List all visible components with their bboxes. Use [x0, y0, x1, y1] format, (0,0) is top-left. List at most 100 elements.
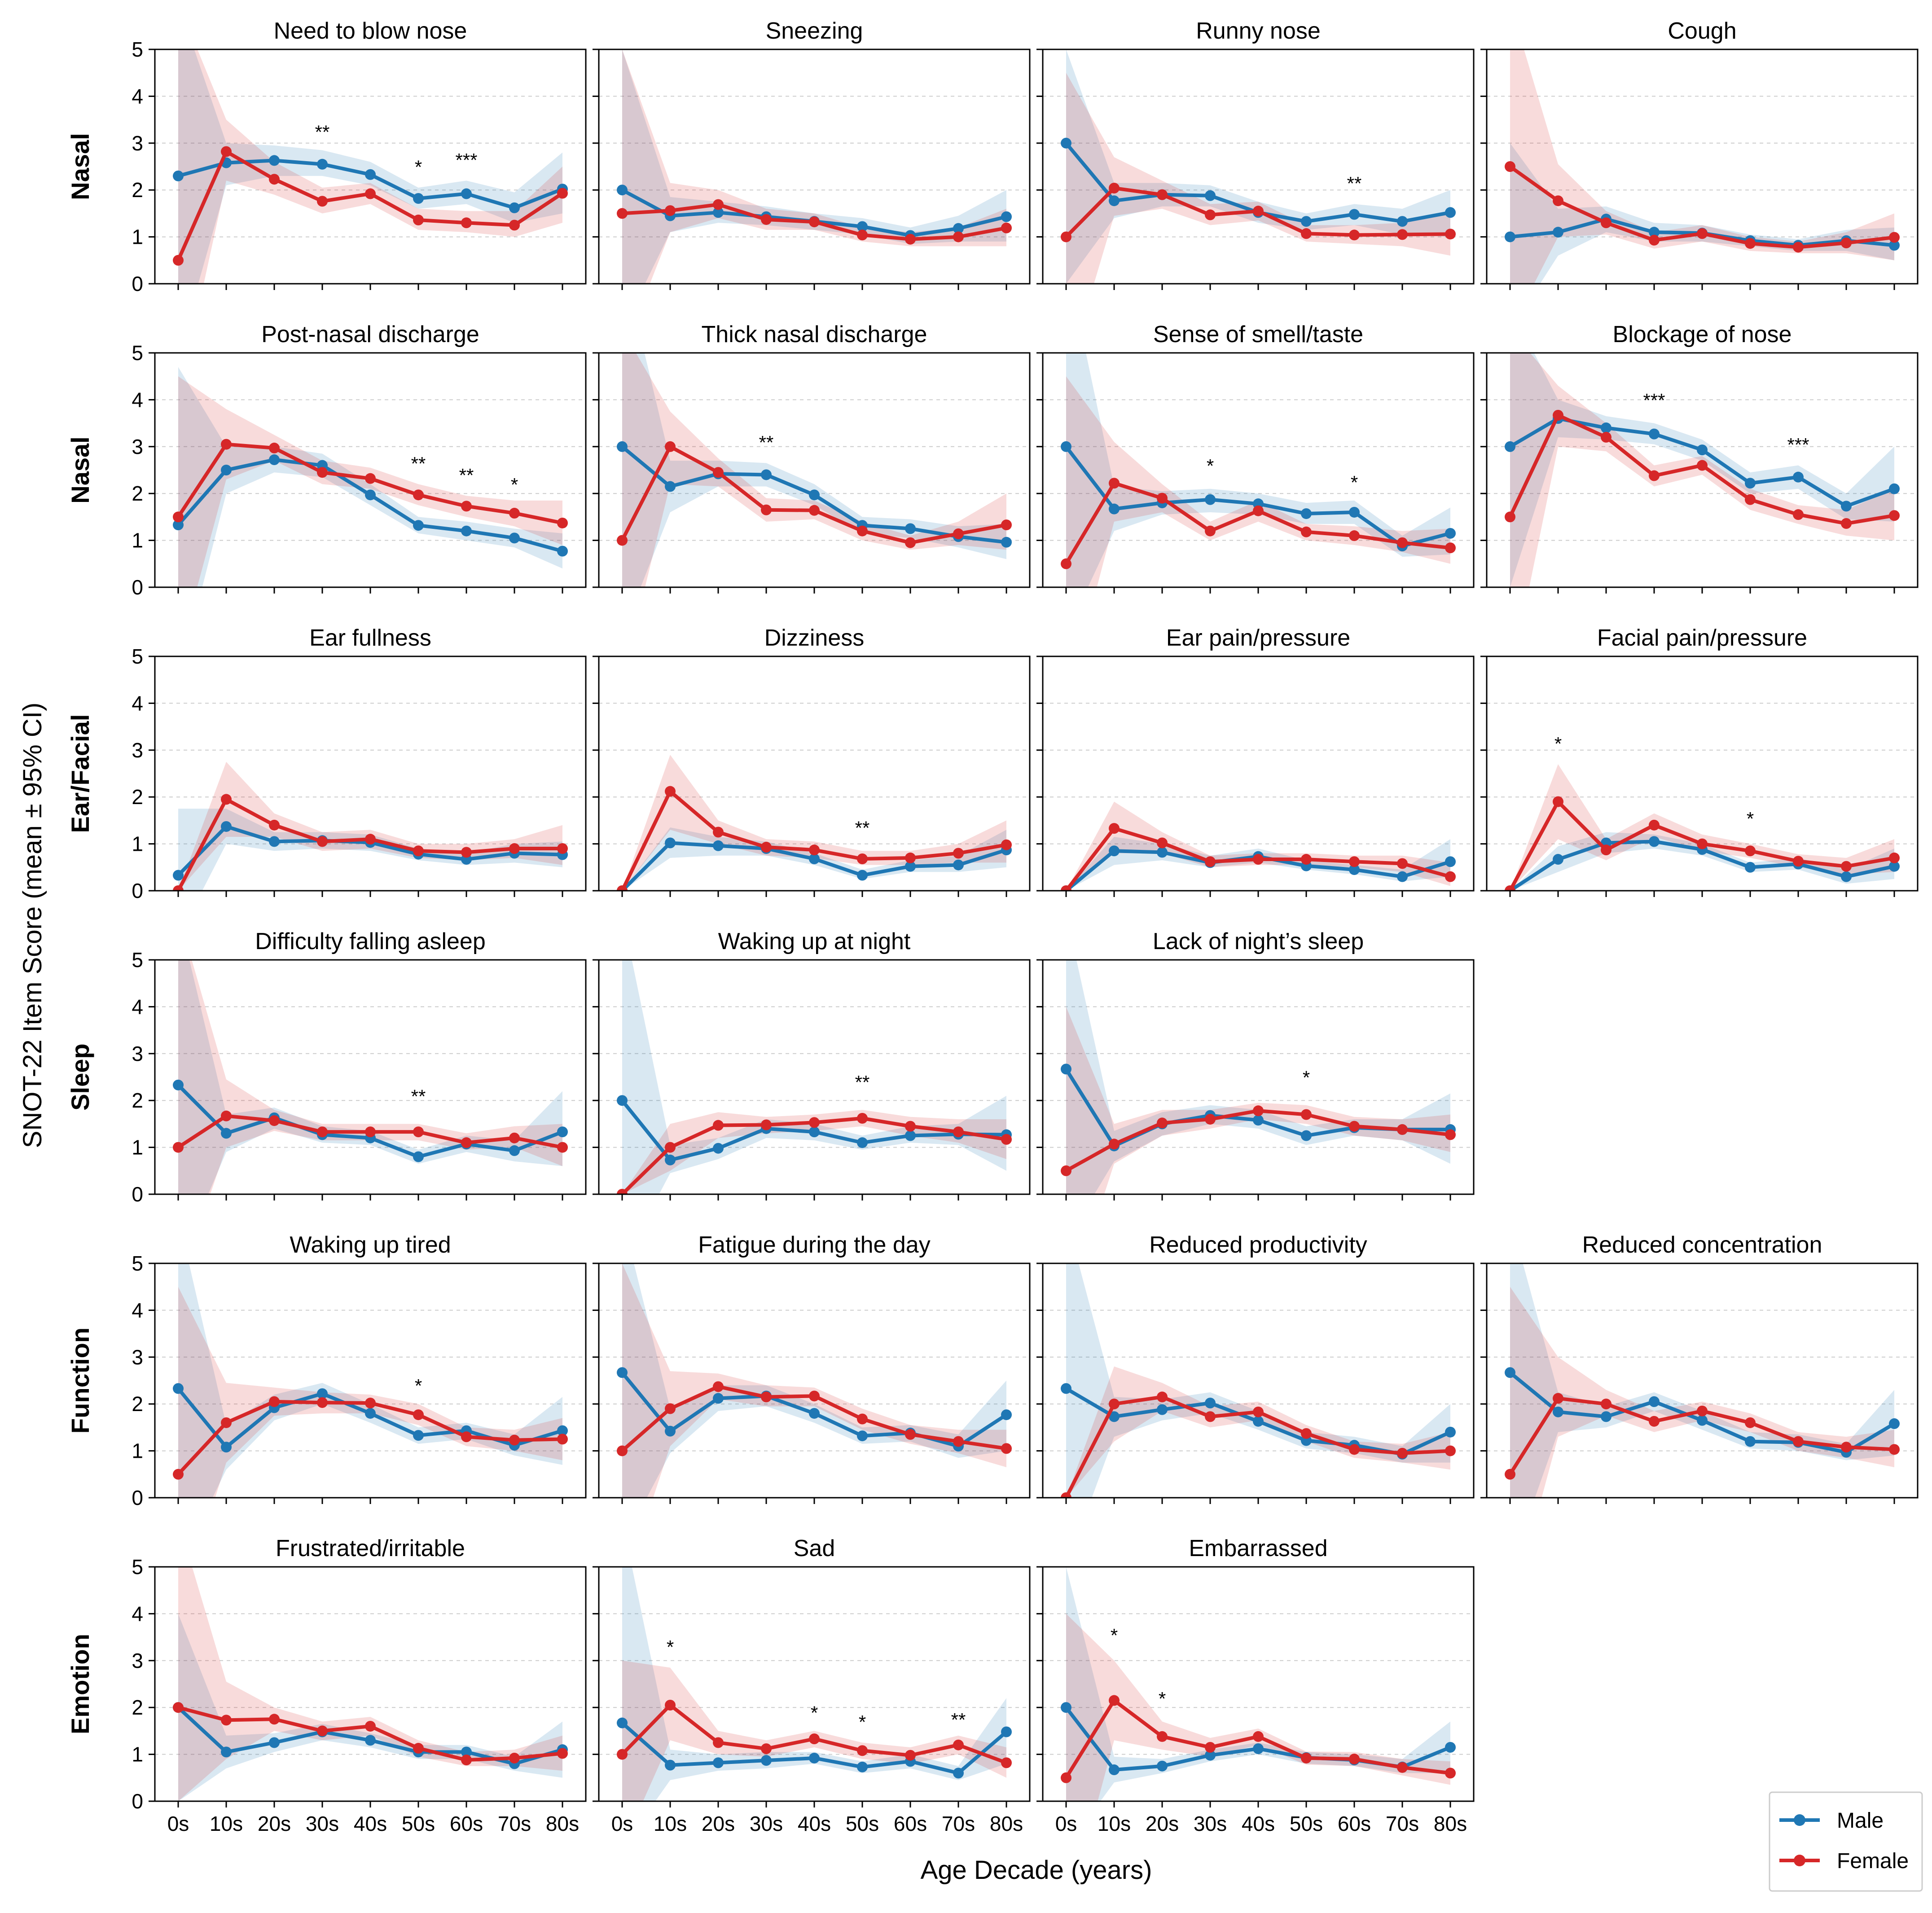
y-tick-label: 2 [132, 1392, 143, 1416]
female-line-point [509, 1132, 520, 1143]
female-line-point [1505, 885, 1515, 891]
male-ci-band [178, 960, 562, 1194]
x-tick-label: 60s [1338, 1812, 1371, 1835]
female-line-point [269, 442, 280, 453]
female-line-point [1001, 839, 1012, 850]
female-line-point [317, 467, 328, 478]
male-line-point [1397, 216, 1408, 227]
male-line-point [1745, 478, 1756, 489]
female-ci-band [622, 353, 1006, 587]
female-line-point [905, 852, 916, 863]
y-tick-label: 1 [132, 832, 143, 856]
female-line-point [557, 1748, 568, 1759]
male-line-point [809, 489, 820, 501]
female-line-point [365, 188, 376, 199]
x-tick-label: 10s [210, 1812, 243, 1835]
plot-area [173, 960, 568, 1194]
female-line-point [713, 827, 724, 838]
male-line-point [221, 465, 232, 475]
panel-title: Thick nasal discharge [702, 321, 927, 347]
female-line-point [809, 1117, 820, 1128]
male-line-point [1061, 1383, 1071, 1394]
plot-area [1505, 1263, 1900, 1498]
significance-marker: ** [951, 1709, 966, 1730]
y-tick-label: 2 [132, 178, 143, 202]
female-line-point [413, 1126, 424, 1138]
female-line-point [1001, 1443, 1012, 1454]
male-line-point [1253, 1416, 1264, 1427]
significance-marker: *** [1643, 390, 1665, 411]
male-line-point [1649, 836, 1660, 847]
male-line-point [1649, 1396, 1660, 1407]
female-line-point [1601, 431, 1611, 443]
female-line-point [1649, 819, 1660, 831]
male-line-point [809, 853, 820, 865]
female-line-point [1205, 1741, 1216, 1753]
female-line-point [413, 215, 424, 226]
female-line-point [1109, 183, 1120, 194]
y-tick-label: 0 [132, 1486, 143, 1509]
male-line-point [1349, 209, 1360, 220]
female-line-point [1253, 1731, 1264, 1742]
male-line-point [1061, 441, 1071, 452]
female-line-point [1001, 1757, 1012, 1768]
female-line-point [1397, 537, 1408, 548]
panel-dizziness: ** Dizziness [593, 625, 1031, 897]
panel-sense-of-smell-taste: * * Sense of smell/taste [1036, 321, 1475, 594]
female-line-point [1301, 1752, 1312, 1763]
panel-title: Need to blow nose [274, 18, 467, 44]
x-tick-label: 10s [1098, 1812, 1131, 1835]
panel-title: Frustrated/irritable [276, 1535, 465, 1561]
male-line-point [617, 441, 628, 452]
female-line-point [1157, 837, 1168, 849]
panel-facial-pain-pressure: * * Facial pain/pressure [1480, 625, 1919, 897]
female-ci-band [1066, 801, 1450, 891]
male-line-point [1205, 1750, 1216, 1761]
legend-swatch-marker [1794, 1814, 1805, 1826]
female-line-point [713, 1381, 724, 1392]
male-line-point [1205, 190, 1216, 201]
male-line-point [413, 1151, 424, 1162]
male-line-point [269, 1737, 280, 1748]
x-tick-label: 70s [942, 1812, 975, 1835]
x-tick-label: 80s [546, 1812, 579, 1835]
plot-area [173, 1263, 568, 1498]
male-line-point [665, 1154, 676, 1165]
plot-area [1061, 801, 1456, 891]
male-ci-band [178, 809, 562, 891]
y-tick-label: 1 [132, 1136, 143, 1159]
female-line-point [953, 528, 964, 539]
male-line-point [173, 870, 184, 881]
y-tick-label: 4 [132, 1602, 143, 1625]
female-line-point [1301, 854, 1312, 865]
female-line-point [1445, 1445, 1456, 1456]
significance-marker: * [511, 474, 518, 495]
significance-marker: ** [411, 1086, 426, 1107]
legend-label: Male [1837, 1809, 1884, 1833]
male-line-point [1697, 1415, 1708, 1426]
female-line-point [1001, 222, 1012, 233]
male-line-point [365, 489, 376, 501]
female-line-point [665, 1142, 676, 1153]
female-line-point [461, 847, 472, 858]
female-line-point [1349, 1444, 1360, 1455]
panel-waking-up-tired: * Waking up tired 0 1 2 3 4 5 [132, 1232, 587, 1509]
male-ci-band [1066, 1567, 1450, 1801]
female-line-point [1061, 558, 1071, 569]
female-line-point [713, 1120, 724, 1131]
female-line-point [509, 1752, 520, 1763]
y-tick-label: 1 [132, 529, 143, 552]
female-line-point [365, 1126, 376, 1138]
legend-box [1769, 1791, 1923, 1892]
y-tick-label: 3 [132, 739, 143, 762]
male-line-point [1793, 471, 1804, 483]
y-tick-label: 5 [132, 1555, 143, 1579]
female-line-point [1397, 1447, 1408, 1459]
male-line-point [461, 1746, 472, 1758]
female-line-point [1601, 217, 1611, 229]
female-line-point [1793, 856, 1804, 867]
female-line-point [713, 199, 724, 210]
y-tick-label: 4 [132, 84, 143, 108]
y-tick-label: 0 [132, 272, 143, 295]
